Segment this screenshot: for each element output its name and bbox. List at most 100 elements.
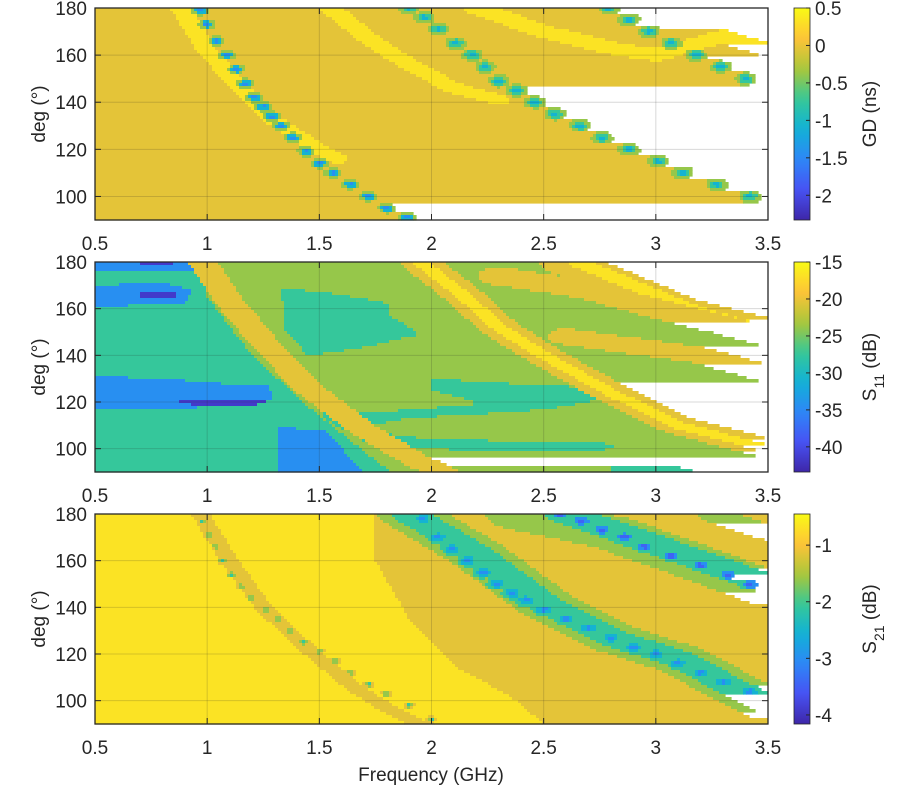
heatmap-cell	[437, 86, 474, 90]
heatmap-cell	[188, 262, 219, 266]
heatmap-cell	[656, 526, 726, 530]
heatmap-cell	[428, 517, 441, 521]
heatmap-cell	[230, 71, 237, 75]
heatmap-cell	[194, 268, 225, 272]
heatmap-cell	[278, 433, 330, 437]
heatmap-cell	[209, 35, 213, 39]
heatmap-cell	[404, 322, 474, 326]
heatmap-cell	[455, 295, 474, 299]
heatmap-cell	[275, 337, 294, 341]
heatmap-cell	[278, 125, 285, 129]
heatmap-cell	[95, 427, 279, 431]
heatmap-cell	[467, 41, 561, 45]
heatmap-cell	[686, 682, 702, 686]
heatmap-cell	[95, 721, 405, 725]
heatmap-cell	[299, 128, 573, 132]
heatmap-cell	[224, 56, 231, 60]
heatmap-cell	[221, 529, 375, 533]
heatmap-cell	[476, 529, 516, 533]
heatmap-cell	[638, 550, 708, 554]
heatmap-cell	[557, 406, 615, 410]
heatmap-cell	[275, 616, 282, 620]
heatmap-cell	[551, 271, 588, 275]
heatmap-cell	[533, 107, 540, 111]
heatmap-cell	[95, 307, 216, 311]
heatmap-cell	[575, 403, 609, 407]
heatmap-cell	[278, 430, 327, 434]
heatmap-cell	[542, 346, 558, 350]
heatmap-cell	[548, 577, 684, 581]
heatmap-cell	[569, 592, 726, 596]
heatmap-cell	[95, 700, 366, 704]
heatmap-cell	[518, 343, 537, 347]
heatmap-cell	[404, 68, 435, 72]
heatmap-cell	[506, 313, 639, 317]
heatmap-cell	[236, 334, 243, 338]
heatmap-cell	[575, 385, 591, 389]
heatmap-cell	[458, 271, 480, 275]
heatmap-cell	[650, 32, 657, 36]
heatmap-cell	[281, 619, 288, 623]
heatmap-cell	[419, 628, 555, 632]
heatmap-cell	[497, 304, 606, 308]
heatmap-cell	[737, 583, 744, 587]
heatmap-cell	[119, 283, 171, 287]
heatmap-cell	[554, 520, 576, 524]
heatmap-cell	[236, 580, 255, 584]
heatmap-cell	[209, 38, 213, 42]
heatmap-cell	[227, 59, 390, 63]
heatmap-cell	[530, 289, 633, 293]
heatmap-cell	[701, 682, 717, 686]
heatmap-cell	[263, 592, 396, 596]
heatmap-cell	[401, 218, 414, 221]
heatmap-cell	[710, 185, 717, 189]
heatmap-cell	[713, 697, 732, 701]
heatmap-cell	[287, 331, 417, 335]
heatmap-cell	[632, 149, 636, 153]
heatmap-cell	[581, 268, 612, 272]
heatmap-cell	[551, 116, 561, 120]
heatmap-cell	[212, 68, 228, 72]
heatmap-cell	[383, 571, 465, 575]
heatmap-cell	[266, 119, 279, 123]
heatmap-cell	[374, 532, 405, 536]
heatmap-cell	[569, 122, 576, 126]
heatmap-cell	[692, 56, 702, 60]
heatmap-cell	[698, 304, 720, 308]
heatmap-cell	[308, 640, 312, 644]
heatmap-cell	[653, 161, 657, 165]
heatmap-cell	[464, 559, 471, 563]
heatmap-cell	[605, 8, 612, 12]
heatmap-cell	[245, 65, 399, 69]
heatmap-cell	[329, 146, 618, 150]
heatmap-cell	[404, 703, 408, 707]
heatmap-cell	[602, 514, 615, 518]
heatmap-cell	[671, 667, 723, 671]
colorbar-tick-label: -1	[815, 111, 832, 132]
heatmap-cell	[728, 313, 756, 317]
heatmap-cell	[707, 586, 741, 590]
heatmap-cell	[398, 47, 450, 51]
heatmap-cell	[413, 538, 429, 542]
heatmap-cell	[95, 541, 210, 545]
heatmap-cell	[512, 92, 522, 96]
heatmap-cell	[245, 68, 405, 72]
heatmap-cell	[512, 86, 522, 90]
heatmap-cell	[239, 559, 375, 563]
heatmap-cell	[674, 646, 699, 650]
heatmap-cell	[281, 292, 333, 296]
heatmap-cell	[206, 538, 228, 542]
heatmap-cell	[455, 664, 645, 668]
heatmap-cell	[608, 403, 627, 407]
heatmap-cell	[347, 403, 474, 407]
heatmap-cell	[344, 179, 357, 183]
heatmap-cell	[257, 403, 306, 407]
heatmap-cell	[695, 670, 699, 674]
heatmap-cell	[443, 550, 447, 554]
heatmap-cell	[389, 307, 456, 311]
heatmap-cell	[491, 571, 525, 575]
x-tick-label: 0.5	[82, 738, 108, 759]
heatmap-cell	[605, 349, 717, 353]
heatmap-cell	[548, 38, 606, 42]
heatmap-cell	[95, 59, 207, 63]
